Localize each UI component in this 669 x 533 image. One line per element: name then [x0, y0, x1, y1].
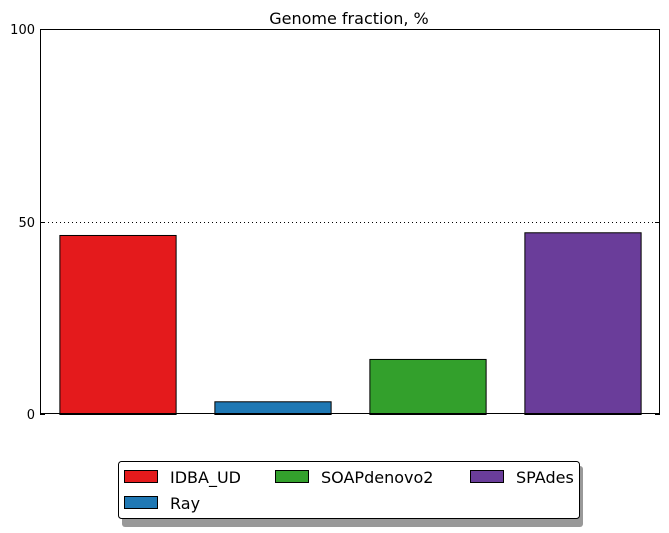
- bar-spades: [524, 232, 642, 415]
- legend-label-spades: SPAdes: [516, 468, 574, 487]
- legend-label-ray: Ray: [170, 494, 200, 513]
- chart-title: Genome fraction, %: [269, 9, 429, 28]
- legend-swatch-spades: [470, 470, 504, 483]
- y-axis-ticks: 0 50 100: [10, 23, 660, 423]
- legend-label-idba-ud: IDBA_UD: [170, 468, 241, 488]
- legend-swatch-idba-ud: [124, 470, 158, 483]
- bars-layer: [59, 232, 642, 416]
- bar-ray: [214, 401, 332, 416]
- bar-soapdenovo2: [369, 358, 487, 416]
- y-tick-label-0: 0: [27, 408, 35, 423]
- plot-frame: [40, 29, 660, 414]
- y-tick-label-100: 100: [10, 23, 35, 38]
- legend: IDBA_UD Ray SOAPdenovo2 SPAdes: [118, 461, 583, 527]
- legend-swatch-ray: [124, 496, 158, 509]
- y-tick-label-50: 50: [18, 216, 35, 231]
- legend-box: [118, 461, 580, 519]
- legend-swatch-soapdenovo2: [275, 470, 309, 483]
- legend-label-soapdenovo2: SOAPdenovo2: [321, 468, 433, 487]
- bar-idba-ud: [59, 234, 177, 415]
